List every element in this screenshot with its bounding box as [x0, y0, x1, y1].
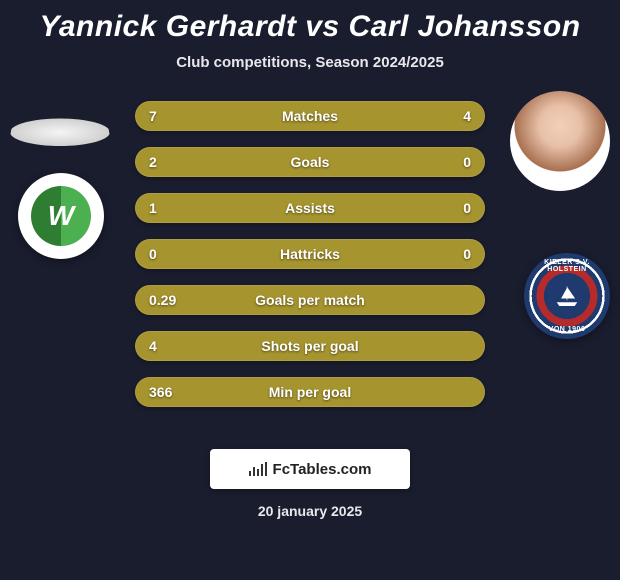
stat-label: Min per goal: [205, 384, 415, 400]
stat-row: 0.29Goals per match: [135, 285, 485, 315]
avatar-photo-icon: [510, 91, 610, 191]
stat-left-value: 4: [135, 338, 205, 354]
kiel-logo-text-bottom: VON 1900: [524, 326, 610, 333]
sailboat-icon: [554, 283, 580, 309]
stat-row: 0Hattricks0: [135, 239, 485, 269]
kiel-logo-text-top: KIELER S.V. HOLSTEIN: [524, 259, 610, 273]
stat-row: 366Min per goal: [135, 377, 485, 407]
stat-row: 2Goals0: [135, 147, 485, 177]
page-title: Yannick Gerhardt vs Carl Johansson: [0, 0, 620, 44]
player-right-avatar: [510, 91, 610, 191]
stat-label: Matches: [205, 108, 415, 124]
stats-list: 7Matches42Goals01Assists00Hattricks00.29…: [135, 101, 485, 423]
stat-left-value: 1: [135, 200, 205, 216]
stat-left-value: 2: [135, 154, 205, 170]
player-right-club-logo: KIELER S.V. HOLSTEIN VON 1900: [524, 253, 610, 339]
stat-label: Goals per match: [205, 292, 415, 308]
footer-date: 20 january 2025: [0, 503, 620, 519]
stat-left-value: 366: [135, 384, 205, 400]
wolfsburg-monogram: W: [31, 186, 91, 246]
stat-right-value: 0: [415, 200, 485, 216]
kiel-logo-icon: KIELER S.V. HOLSTEIN VON 1900: [524, 253, 610, 339]
stat-row: 7Matches4: [135, 101, 485, 131]
avatar-placeholder-icon: [10, 119, 110, 147]
brand-badge[interactable]: FcTables.com: [210, 449, 410, 489]
stat-left-value: 0: [135, 246, 205, 262]
stat-right-value: 4: [415, 108, 485, 124]
stat-left-value: 0.29: [135, 292, 205, 308]
stat-label: Goals: [205, 154, 415, 170]
comparison-area: W KIELER S.V. HOLSTEIN VON 1900 7Matches…: [0, 101, 620, 431]
stat-right-value: 0: [415, 246, 485, 262]
stat-left-value: 7: [135, 108, 205, 124]
player-left-club-logo: W: [18, 173, 104, 259]
subtitle: Club competitions, Season 2024/2025: [0, 54, 620, 71]
stat-label: Hattricks: [205, 246, 415, 262]
stat-row: 4Shots per goal: [135, 331, 485, 361]
stat-label: Assists: [205, 200, 415, 216]
brand-name: FcTables.com: [273, 461, 372, 478]
stat-row: 1Assists0: [135, 193, 485, 223]
stat-label: Shots per goal: [205, 338, 415, 354]
stat-right-value: 0: [415, 154, 485, 170]
bar-chart-icon: [249, 462, 267, 476]
wolfsburg-logo-icon: W: [18, 173, 104, 259]
